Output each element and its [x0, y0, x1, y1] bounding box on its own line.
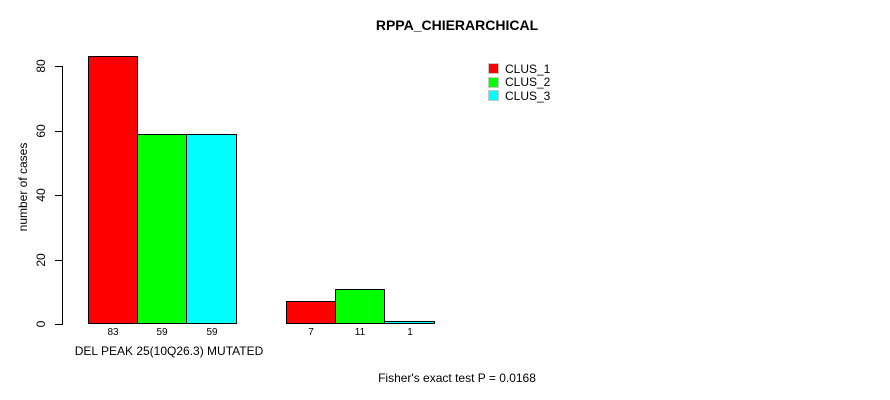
y-axis-line — [62, 66, 63, 325]
bar-clus_2-group-1 — [335, 289, 385, 324]
legend-swatch — [488, 63, 499, 75]
bar-value-label: 11 — [354, 327, 366, 338]
y-tick — [55, 260, 62, 261]
y-tick — [55, 195, 62, 196]
bar-value-label: 59 — [206, 327, 218, 338]
y-tick-label: 80 — [34, 59, 48, 73]
bar-clus_3-group-0 — [186, 134, 237, 324]
group-label: DEL PEAK 25(10Q26.3) MUTATED — [74, 344, 264, 358]
legend-label: CLUS_2 — [505, 75, 551, 90]
legend-item-clus_1: CLUS_1 — [488, 62, 550, 76]
legend: CLUS_1 CLUS_2 CLUS_3 — [488, 62, 550, 103]
legend-item-clus_3: CLUS_3 — [488, 89, 550, 103]
y-tick — [55, 66, 62, 67]
bar-value-label: 7 — [308, 327, 314, 338]
legend-label: CLUS_3 — [505, 88, 551, 103]
bar-clus_2-group-0 — [137, 134, 187, 324]
y-tick-label: 0 — [34, 320, 48, 328]
y-tick — [55, 324, 62, 325]
bar-value-label: 1 — [407, 327, 413, 338]
legend-swatch — [488, 76, 499, 88]
bar-clus_1-group-1 — [286, 301, 336, 324]
legend-label: CLUS_1 — [505, 61, 551, 76]
bar-value-label: 59 — [156, 327, 168, 338]
y-axis-label: number of cases — [16, 142, 30, 232]
y-tick — [55, 131, 62, 132]
y-tick-label: 60 — [34, 124, 48, 138]
chart-title: RPPA_CHIERARCHICAL — [375, 17, 539, 33]
y-tick-label: 20 — [34, 253, 48, 267]
legend-item-clus_2: CLUS_2 — [488, 75, 551, 90]
bar-value-label: 83 — [107, 327, 119, 338]
bar-clus_1-group-0 — [88, 56, 138, 324]
bar-clus_3-group-1 — [384, 321, 435, 324]
legend-swatch — [488, 90, 499, 102]
footer-annotation: Fisher's exact test P = 0.0168 — [378, 371, 536, 385]
y-tick-label: 40 — [34, 188, 48, 202]
